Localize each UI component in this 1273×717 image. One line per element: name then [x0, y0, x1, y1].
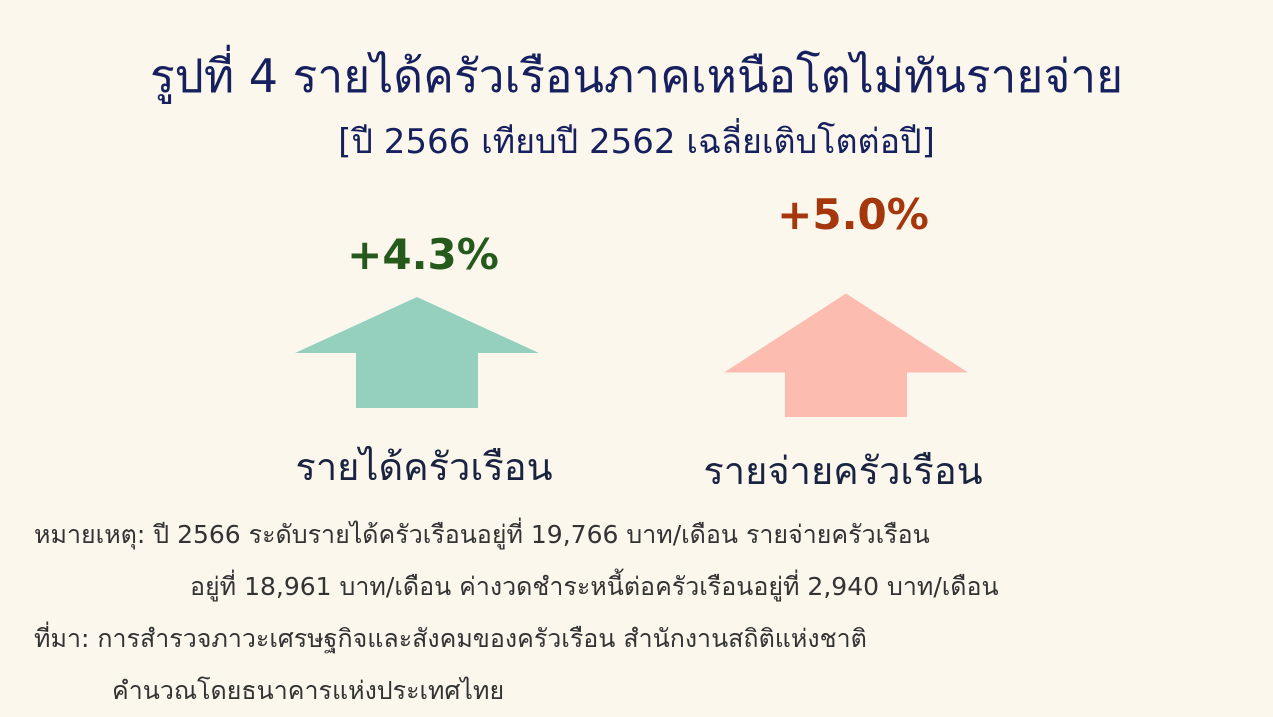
- value-label-income: +4.3%: [347, 230, 499, 279]
- category-label-income: รายได้ครัวเรือน: [295, 445, 553, 489]
- chart-title: รูปที่ 4 รายได้ครัวเรือนภาคเหนือโตไม่ทัน…: [149, 49, 1124, 103]
- note-line-1: หมายเหตุ: ปี 2566 ระดับรายได้ครัวเรือนอย…: [34, 520, 930, 549]
- category-label-expense: รายจ่ายครัวเรือน: [703, 449, 983, 493]
- source-line-2: คำนวณโดยธนาคารแห่งประเทศไทย: [112, 676, 505, 705]
- income-up-arrow: [295, 297, 539, 408]
- expense-up-arrow: [724, 293, 968, 417]
- chart-subtitle: [ปี 2566 เทียบปี 2562 เฉลี่ยเติบโตต่อปี]: [338, 122, 935, 162]
- source-line-1: ที่มา: การสำรวจภาวะเศรษฐกิจและสังคมของคร…: [34, 624, 867, 653]
- value-label-expense: +5.0%: [777, 190, 929, 239]
- note-line-2: อยู่ที่ 18,961 บาท/เดือน ค่างวดชำระหนี้ต…: [190, 572, 999, 601]
